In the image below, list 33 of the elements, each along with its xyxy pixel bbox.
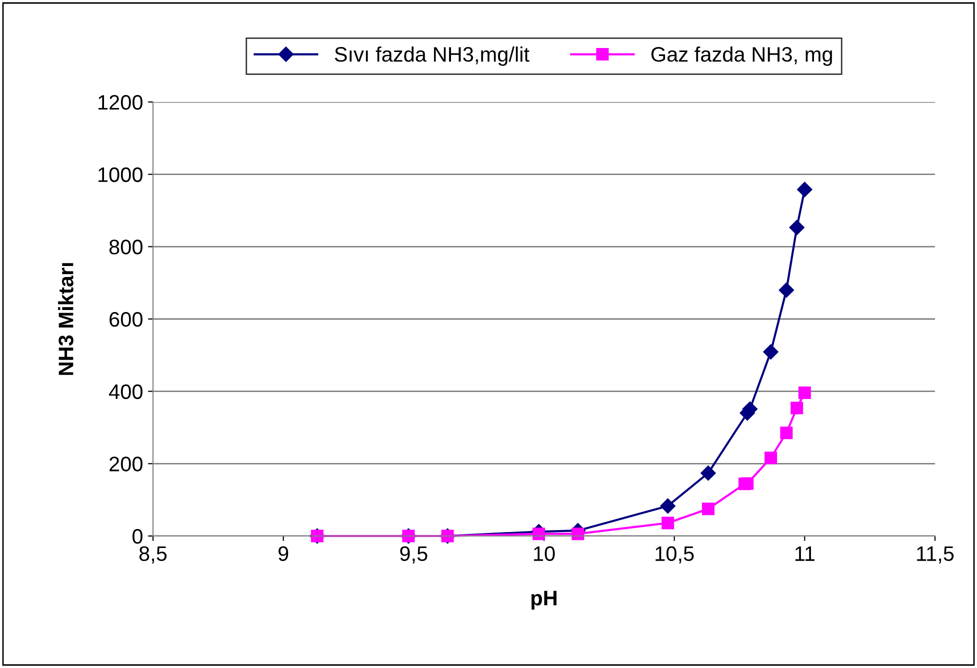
x-tick-label: 11	[795, 546, 814, 561]
point	[790, 402, 804, 414]
y-tick-label: 200	[110, 456, 142, 472]
x-tick-label: 11,5	[917, 546, 954, 564]
legend-label: Gaz fazda NH3, mg	[651, 46, 832, 66]
x-tick-label: 10	[534, 546, 555, 562]
point	[798, 386, 811, 400]
point	[764, 452, 778, 464]
point	[789, 220, 804, 236]
y-tick-label: 0	[132, 529, 142, 544]
y-tick-label: 1000	[98, 167, 142, 182]
y-tick-label: 1200	[98, 95, 142, 110]
y-tick-label: 600	[110, 312, 142, 327]
point	[780, 426, 793, 440]
x-tick-label: 9,5	[400, 546, 428, 564]
y-axis-title: NH3 Miktarı	[58, 263, 74, 375]
point	[700, 466, 716, 481]
y-tick-label: 400	[109, 384, 142, 400]
point	[741, 477, 754, 490]
point	[778, 282, 794, 298]
point	[572, 528, 584, 540]
point	[702, 502, 714, 516]
point	[797, 182, 812, 198]
y-tick-label: 800	[109, 240, 142, 254]
x-axis-title: pH	[531, 590, 556, 610]
x-tick-label: 8,5	[139, 546, 167, 564]
x-tick-label: 9	[278, 546, 288, 562]
legend-label: Sıvı fazda NH3,mg/lit	[334, 46, 530, 66]
point	[532, 528, 546, 540]
point	[662, 516, 674, 530]
point	[763, 344, 778, 360]
point	[660, 498, 676, 514]
x-tick-label: 10,5	[656, 546, 694, 564]
